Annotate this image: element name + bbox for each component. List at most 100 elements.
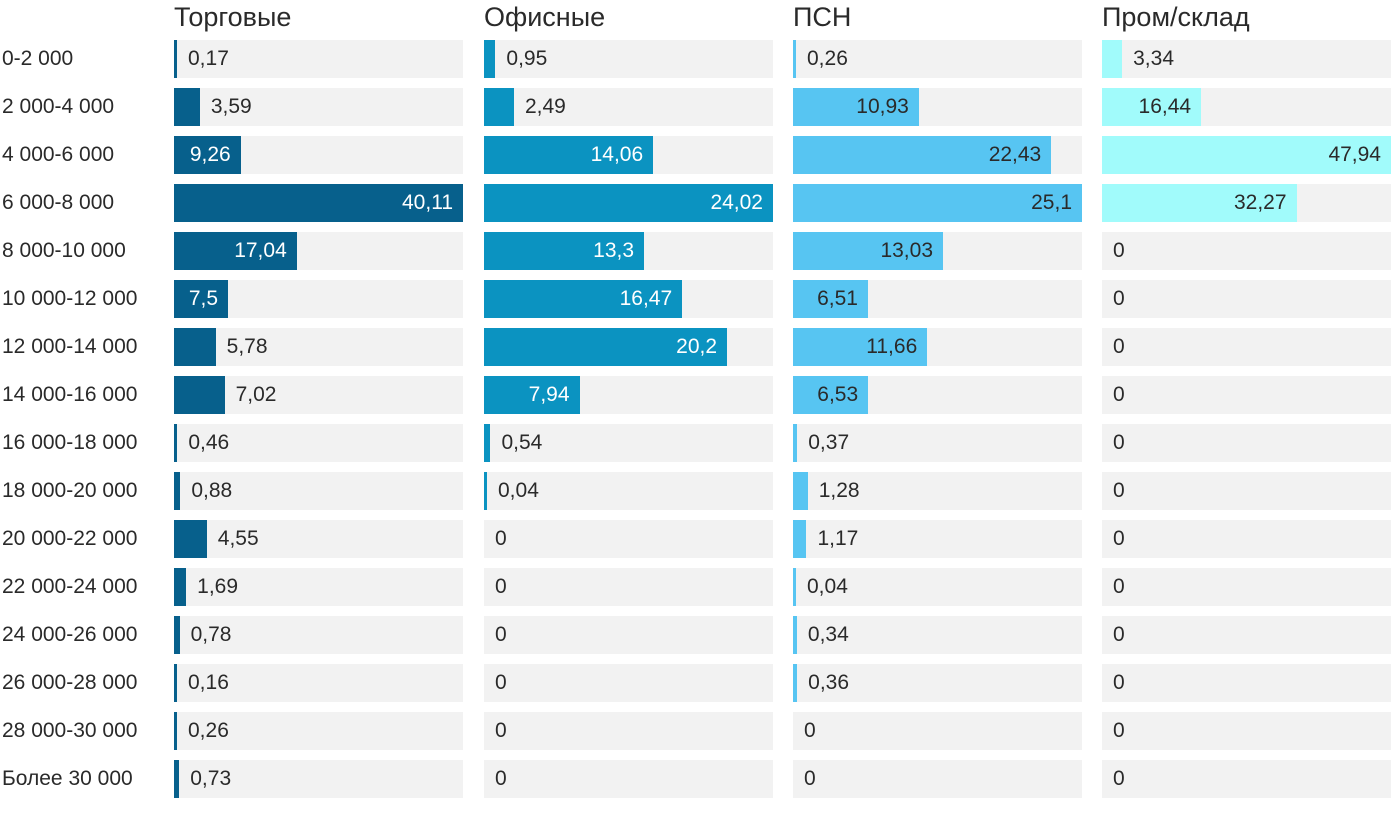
bar [174, 568, 187, 606]
bar-track: 0 [1102, 232, 1391, 270]
bar-track: 1,69 [174, 568, 463, 606]
value-label: 6,53 [817, 383, 859, 406]
bar [793, 376, 869, 414]
bar [174, 88, 200, 126]
bar [793, 328, 928, 366]
value-label: 1,69 [197, 575, 239, 598]
bar-track: 47,94 [1102, 136, 1391, 174]
value-label: 0 [1113, 767, 1125, 790]
bar-track: 0 [484, 664, 773, 702]
value-label: 10,93 [856, 95, 909, 118]
bar [484, 184, 773, 222]
value-label: 13,03 [880, 239, 934, 262]
bar [793, 136, 1052, 174]
value-label: 1,28 [818, 479, 860, 502]
bar [793, 520, 807, 558]
bar-track: 0 [484, 520, 773, 558]
bar-track: 0,17 [174, 40, 463, 78]
column-header: ПСН [793, 2, 852, 32]
bar-track: 9,26 [174, 136, 463, 174]
bar [174, 328, 216, 366]
value-label: 0 [1113, 479, 1125, 502]
value-label: 13,3 [593, 239, 635, 262]
value-label: 11,66 [866, 335, 918, 358]
value-label: 0,26 [188, 719, 229, 742]
bar-track: 3,59 [174, 88, 463, 126]
row-label: 2 000-4 000 [2, 95, 115, 118]
bar [1102, 184, 1297, 222]
bar [174, 712, 177, 750]
value-label: 0,16 [188, 671, 229, 694]
bar-track: 2,49 [484, 88, 773, 126]
bar [174, 616, 180, 654]
bar-track: 0 [1102, 376, 1391, 414]
bar [174, 424, 178, 462]
bar [793, 184, 1082, 222]
bar [174, 472, 181, 510]
bar-track: 6,53 [793, 376, 1082, 414]
bar-track: 11,66 [793, 328, 1082, 366]
bar [793, 280, 868, 318]
value-label: 0,46 [188, 431, 230, 454]
bar [793, 472, 808, 510]
value-label: 0 [1113, 719, 1125, 742]
bar [174, 376, 225, 414]
bar-track: 16,44 [1102, 88, 1391, 126]
bar-track: 0 [1102, 472, 1391, 510]
bar-track: 0,34 [793, 616, 1082, 654]
row-label: 16 000-18 000 [2, 431, 138, 454]
bar [793, 664, 798, 702]
value-label: 4,55 [217, 527, 259, 550]
value-label: 0,88 [191, 479, 233, 502]
value-label: 24,02 [710, 191, 763, 214]
value-label: 0 [1113, 575, 1125, 598]
bar [1102, 88, 1202, 126]
bar [793, 616, 797, 654]
bar-track: 0,78 [174, 616, 463, 654]
value-label: 20,2 [676, 335, 718, 358]
value-label: 25,1 [1031, 191, 1072, 214]
value-label: 22,43 [988, 143, 1042, 166]
value-label: 0,73 [190, 767, 232, 790]
value-label: 0,26 [807, 47, 848, 70]
bar-track: 22,43 [793, 136, 1082, 174]
bar [174, 280, 229, 318]
bar [484, 136, 654, 174]
value-label: 0 [495, 671, 507, 694]
bar-track: 0,26 [793, 40, 1082, 78]
bar-track: 32,27 [1102, 184, 1391, 222]
bar-track: 0 [1102, 280, 1391, 318]
row-label: 26 000-28 000 [2, 671, 138, 694]
value-label: 0,54 [501, 431, 543, 454]
bar-track: 0,88 [174, 472, 463, 510]
bar-track: 0,54 [484, 424, 773, 462]
value-label: 2,49 [524, 95, 566, 118]
value-label: 0 [495, 527, 507, 550]
bar-track: 3,34 [1102, 40, 1391, 78]
bar-track: 14,06 [484, 136, 773, 174]
row-label: 8 000-10 000 [2, 239, 126, 262]
bar [793, 568, 796, 606]
value-label: 0 [495, 623, 507, 646]
row-label: 10 000-12 000 [2, 287, 138, 310]
value-label: 0 [495, 719, 507, 742]
bar-track: 0,04 [484, 472, 773, 510]
column-header: Пром/склад [1102, 2, 1250, 32]
value-label: 0,17 [188, 47, 229, 70]
bar-track: 0 [484, 616, 773, 654]
row-label: 0-2 000 [2, 47, 74, 70]
bar-track: 0 [1102, 424, 1391, 462]
bar-track: 0 [1102, 664, 1391, 702]
bar [1102, 40, 1123, 78]
column-header: Торговые [174, 2, 292, 32]
bar-track: 5,78 [174, 328, 463, 366]
bar [484, 280, 683, 318]
bar [793, 88, 919, 126]
value-label: 32,27 [1233, 191, 1287, 214]
bar-track: 0 [1102, 760, 1391, 798]
value-label: 7,94 [528, 383, 570, 406]
bar-track: 0 [1102, 328, 1391, 366]
bar [484, 472, 487, 510]
value-label: 5,78 [226, 335, 268, 358]
